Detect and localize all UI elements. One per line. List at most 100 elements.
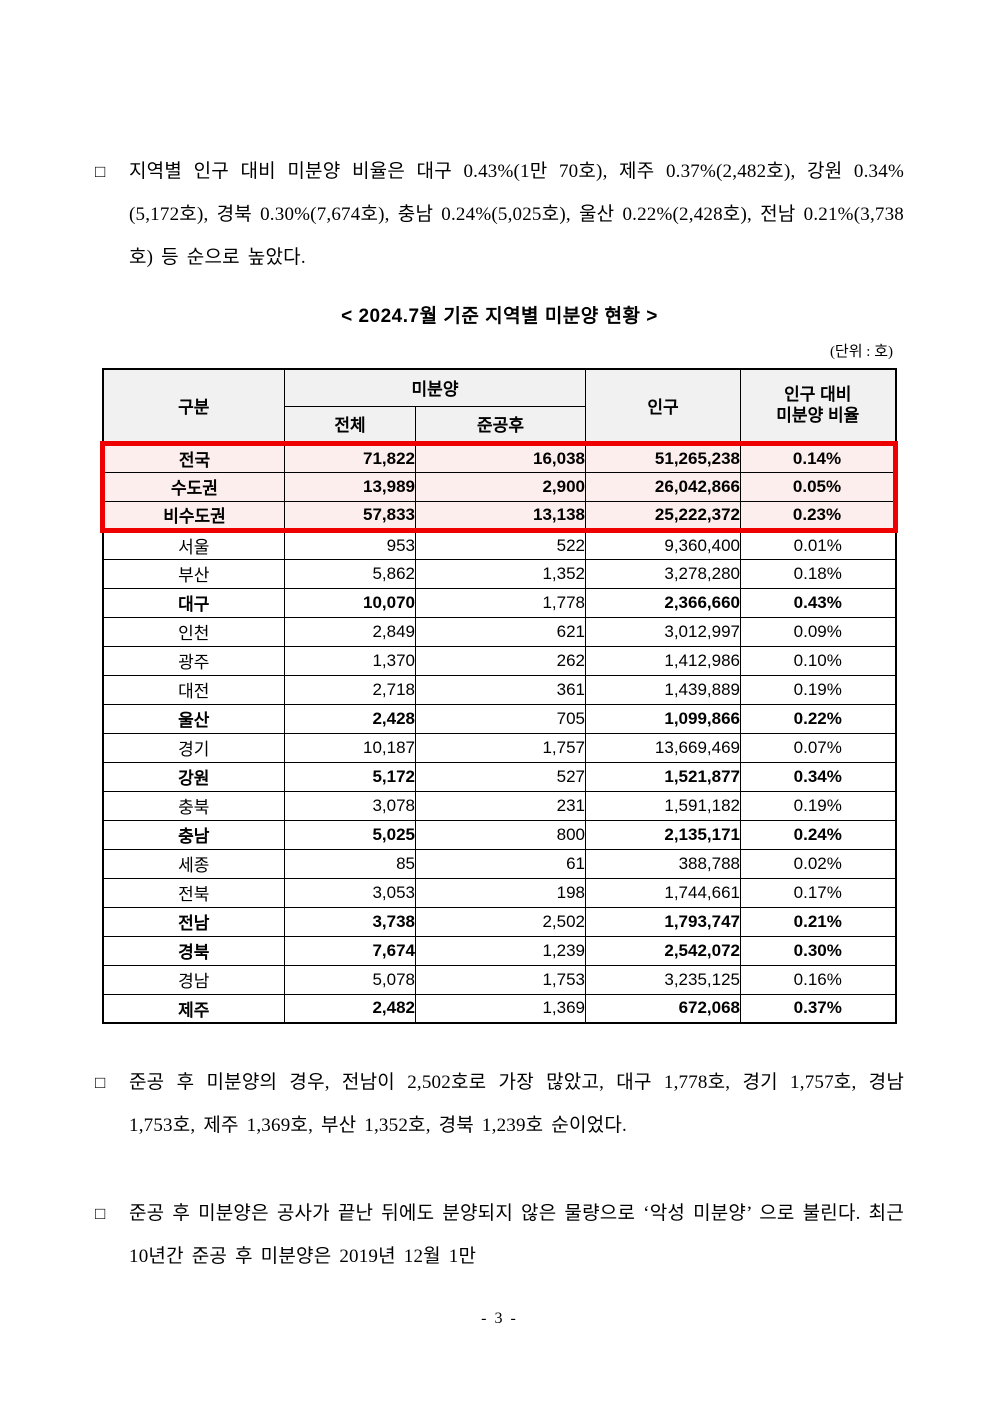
completed-cell: 1,753: [414, 964, 587, 995]
completed-cell: 800: [414, 819, 587, 850]
ratio-cell: 0.07%: [740, 732, 897, 763]
ratio-cell: 0.22%: [740, 703, 897, 734]
completed-cell: 1,352: [414, 558, 587, 589]
region-cell: 전국: [100, 440, 285, 473]
completed-cell: 198: [414, 877, 587, 908]
table-row-region: 충남 5,025 800 2,135,171 0.24%: [102, 819, 897, 850]
ratio-cell: 0.05%: [740, 471, 899, 502]
table-row-region: 부산 5,862 1,352 3,278,280 0.18%: [102, 558, 897, 589]
population-cell: 3,235,125: [585, 964, 742, 995]
population-cell: 3,278,280: [585, 558, 742, 589]
paragraph-completed-unsold: □ 준공 후 미분양의 경우, 전남이 2,502호로 가장 많았고, 대구 1…: [95, 1061, 904, 1147]
ratio-cell: 0.09%: [740, 616, 897, 647]
ratio-cell: 0.23%: [740, 500, 899, 533]
population-cell: 26,042,866: [585, 471, 742, 502]
table-row-region: 제주 2,482 1,369 672,068 0.37%: [102, 993, 897, 1024]
region-cell: 대전: [102, 674, 285, 705]
region-cell: 수도권: [100, 471, 285, 502]
table-row-region: 서울 953 522 9,360,400 0.01%: [102, 529, 897, 560]
region-cell: 서울: [102, 529, 285, 560]
table-row-region: 세종 85 61 388,788 0.02%: [102, 848, 897, 879]
total-cell: 7,674: [284, 935, 416, 966]
completed-cell: 231: [414, 790, 587, 821]
completed-cell: 2,502: [414, 906, 587, 937]
page-number: - 3 -: [481, 1310, 518, 1327]
table-header: 구분 미분양 인구 인구 대비 미분양 비율 전체 준공후: [102, 368, 897, 444]
total-cell: 85: [284, 848, 416, 879]
region-cell: 부산: [102, 558, 285, 589]
total-cell: 57,833: [284, 500, 416, 533]
region-cell: 비수도권: [100, 500, 285, 533]
total-cell: 71,822: [284, 440, 416, 473]
table-row-region: 대구 10,070 1,778 2,366,660 0.43%: [102, 587, 897, 618]
population-cell: 388,788: [585, 848, 742, 879]
region-cell: 경북: [102, 935, 285, 966]
ratio-cell: 0.24%: [740, 819, 897, 850]
population-cell: 1,793,747: [585, 906, 742, 937]
header-ratio-line1: 인구 대비: [784, 385, 852, 405]
table-title: < 2024.7월 기준 지역별 미분양 현황 >: [341, 306, 658, 327]
header-ratio: 인구 대비 미분양 비율: [740, 368, 897, 444]
ratio-cell: 0.02%: [740, 848, 897, 879]
ratio-cell: 0.01%: [740, 529, 897, 560]
header-unsold: 미분양: [283, 368, 587, 407]
completed-cell: 527: [414, 761, 587, 792]
header-ratio-line2: 미분양 비율: [776, 406, 860, 426]
completed-cell: 1,778: [414, 587, 587, 618]
population-cell: 1,412,986: [585, 645, 742, 676]
total-cell: 2,718: [284, 674, 416, 705]
completed-cell: 13,138: [414, 500, 587, 533]
table-row-region: 대전 2,718 361 1,439,889 0.19%: [102, 674, 897, 705]
checkbox-bullet: □: [95, 1204, 106, 1223]
completed-cell: 1,757: [414, 732, 587, 763]
region-cell: 울산: [102, 703, 285, 734]
table-row-region: 광주 1,370 262 1,412,986 0.10%: [102, 645, 897, 676]
total-cell: 2,849: [284, 616, 416, 647]
total-cell: 5,078: [284, 964, 416, 995]
table-row-region: 강원 5,172 527 1,521,877 0.34%: [102, 761, 897, 792]
region-cell: 경남: [102, 964, 285, 995]
table-row-summary: 비수도권 57,833 13,138 25,222,372 0.23%: [100, 500, 899, 533]
completed-cell: 16,038: [414, 440, 587, 473]
completed-cell: 1,369: [414, 993, 587, 1024]
ratio-cell: 0.19%: [740, 790, 897, 821]
ratio-cell: 0.19%: [740, 674, 897, 705]
total-cell: 5,025: [284, 819, 416, 850]
table-row-region: 인천 2,849 621 3,012,997 0.09%: [102, 616, 897, 647]
total-cell: 5,172: [284, 761, 416, 792]
ratio-cell: 0.16%: [740, 964, 897, 995]
header-total: 전체: [284, 405, 416, 444]
total-cell: 953: [284, 529, 416, 560]
population-cell: 2,135,171: [585, 819, 742, 850]
unit-label: (단위 : 호): [829, 344, 893, 360]
table-row-summary: 전국 71,822 16,038 51,265,238 0.14%: [100, 440, 899, 473]
completed-cell: 2,900: [414, 471, 587, 502]
total-cell: 1,370: [284, 645, 416, 676]
completed-cell: 262: [414, 645, 587, 676]
table-row-region: 경남 5,078 1,753 3,235,125 0.16%: [102, 964, 897, 995]
total-cell: 13,989: [284, 471, 416, 502]
region-cell: 강원: [102, 761, 285, 792]
region-cell: 제주: [102, 993, 285, 1024]
ratio-cell: 0.17%: [740, 877, 897, 908]
paragraph-text: 준공 후 미분양의 경우, 전남이 2,502호로 가장 많았고, 대구 1,7…: [129, 1072, 904, 1136]
completed-cell: 1,239: [414, 935, 587, 966]
paragraph-text: 지역별 인구 대비 미분양 비율은 대구 0.43%(1만 70호), 제주 0…: [129, 161, 904, 268]
region-cell: 대구: [102, 587, 285, 618]
region-cell: 전남: [102, 906, 285, 937]
table-row-region: 충북 3,078 231 1,591,182 0.19%: [102, 790, 897, 821]
completed-cell: 361: [414, 674, 587, 705]
total-cell: 3,053: [284, 877, 416, 908]
total-cell: 3,738: [284, 906, 416, 937]
ratio-cell: 0.18%: [740, 558, 897, 589]
ratio-cell: 0.21%: [740, 906, 897, 937]
population-cell: 51,265,238: [585, 440, 742, 473]
ratio-cell: 0.10%: [740, 645, 897, 676]
completed-cell: 621: [414, 616, 587, 647]
population-cell: 3,012,997: [585, 616, 742, 647]
paragraph-text: 준공 후 미분양은 공사가 끝난 뒤에도 분양되지 않은 물량으로 ‘악성 미분…: [129, 1203, 904, 1267]
table-row-region: 전북 3,053 198 1,744,661 0.17%: [102, 877, 897, 908]
total-cell: 2,482: [284, 993, 416, 1024]
header-population: 인구: [585, 368, 742, 444]
region-cell: 세종: [102, 848, 285, 879]
